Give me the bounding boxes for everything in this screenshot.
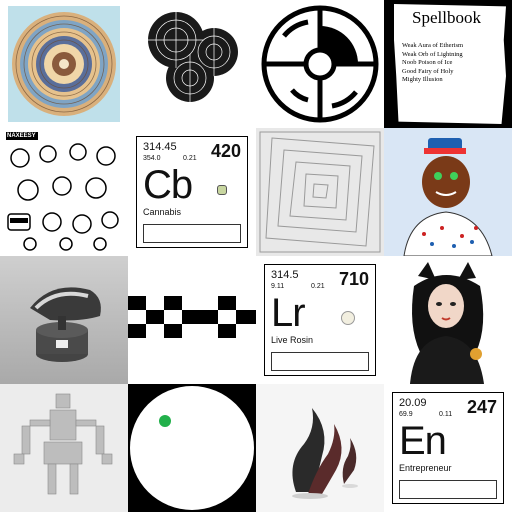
card-name: Cannabis: [143, 207, 182, 217]
card-symbol: En: [399, 419, 447, 463]
card-mass: 314.45: [143, 141, 177, 153]
card-info-panel: [143, 224, 241, 243]
catgirl-art: [384, 256, 512, 384]
card-symbol: Lr: [271, 291, 306, 335]
spellbook-title: Spellbook: [412, 8, 481, 27]
tile-spellbook[interactable]: Spellbook Weak Aura of Etherism Weak Orb…: [384, 0, 512, 128]
card-mass: 314.5: [271, 269, 299, 281]
periodic-card: 314.45 354.0 0.21 420 Cb Cannabis: [136, 136, 248, 248]
card-name: Live Rosin: [271, 335, 314, 345]
tile-flame-sculpture[interactable]: [256, 384, 384, 512]
card-number: 710: [338, 269, 369, 289]
spell-item: Mighty Illusion: [402, 76, 443, 83]
card-sub1: 69.9: [399, 411, 413, 418]
spellbook-card: Spellbook Weak Aura of Etherism Weak Orb…: [384, 0, 512, 128]
mandala-art: [8, 6, 120, 122]
spell-item: Noob Poison of Ice: [402, 59, 453, 66]
tile-cat-girl[interactable]: [384, 256, 512, 384]
sticker-label: NAXEESY: [7, 133, 36, 139]
spell-item: Weak Orb of Lightning: [402, 50, 463, 58]
helmet-art: [0, 256, 128, 384]
spell-item: Good Fairy of Holy: [402, 67, 454, 75]
tunnel-art: [256, 128, 384, 256]
pixel-art: [128, 296, 256, 338]
card-number: 247: [466, 397, 497, 417]
jar-icon: [217, 185, 227, 195]
card-sub2: 0.21: [183, 155, 197, 162]
robot-art: [0, 384, 128, 512]
card-sub1: 9.11: [271, 283, 285, 290]
tile-card-live-rosin[interactable]: 314.5 9.11 0.21 710 Lr Live Rosin: [256, 256, 384, 384]
rosin-dish-icon: [341, 311, 355, 325]
tile-pixel-pattern[interactable]: [128, 256, 256, 384]
periodic-card: 314.5 9.11 0.21 710 Lr Live Rosin: [264, 264, 376, 376]
periodic-card: 20.09 69.9 0.11 247 En Entrepreneur: [392, 392, 504, 504]
green-dot: [159, 415, 171, 427]
tile-goblin-painting[interactable]: [384, 128, 512, 256]
swirl-art: [148, 12, 238, 102]
tile-mandala[interactable]: [0, 0, 128, 128]
card-mass: 20.09: [399, 397, 427, 409]
spell-item: Weak Aura of Etherism: [402, 42, 464, 49]
card-name: Entrepreneur: [399, 463, 452, 473]
card-number: 420: [210, 141, 241, 161]
dot-circle-art: [128, 384, 256, 512]
card-info-panel: [271, 352, 369, 371]
goblin-art: [384, 128, 512, 256]
card-sub1: 354.0: [143, 155, 161, 162]
flame-art: [256, 384, 384, 512]
tile-card-entrepreneur[interactable]: 20.09 69.9 0.11 247 En Entrepreneur: [384, 384, 512, 512]
card-sub2: 0.11: [439, 411, 453, 418]
tile-ammonite-swirls[interactable]: [128, 0, 256, 128]
tile-sticker-sheet[interactable]: NAXEESY: [0, 128, 128, 256]
spellbook-list: Weak Aura of Etherism Weak Orb of Lightn…: [402, 42, 463, 85]
card-symbol: Cb: [143, 163, 193, 207]
tile-card-cannabis[interactable]: 314.45 354.0 0.21 420 Cb Cannabis: [128, 128, 256, 256]
maze-art: [261, 5, 379, 123]
sticker-art: [6, 132, 119, 251]
card-info-panel: [399, 480, 497, 499]
tile-circle-maze[interactable]: [256, 0, 384, 128]
tile-robot-sculpture[interactable]: [0, 384, 128, 512]
tile-dot-circle[interactable]: [128, 384, 256, 512]
tile-helmet-render[interactable]: [0, 256, 128, 384]
spellbook-paper: [394, 4, 506, 124]
card-sub2: 0.21: [311, 283, 325, 290]
tile-geometric-tunnel[interactable]: [256, 128, 384, 256]
